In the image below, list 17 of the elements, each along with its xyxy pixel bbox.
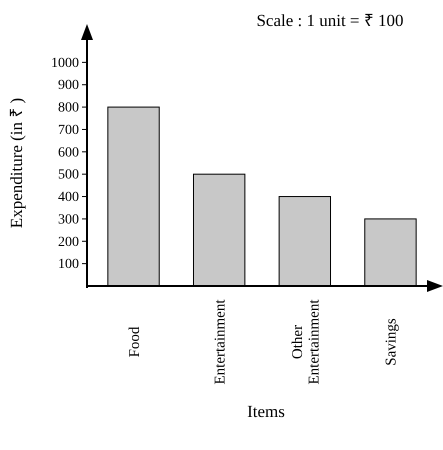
x-tick-label: Food — [126, 326, 143, 358]
y-tick-label: 300 — [58, 212, 79, 228]
y-tick-label: 900 — [58, 78, 79, 94]
x-tick-label: Entertainment — [212, 298, 228, 384]
y-tick-label: 400 — [58, 190, 79, 206]
y-tick-label: 500 — [58, 168, 79, 183]
x-tick-label: Other Entertainment — [290, 298, 322, 384]
y-tick-label: 600 — [58, 145, 79, 160]
y-tick-label: 100 — [58, 257, 79, 272]
y-tick-label: 1000 — [51, 56, 79, 71]
y-tick-label: 200 — [58, 234, 79, 250]
x-tick-label: Savings — [384, 318, 400, 366]
y-tick-label: 700 — [58, 122, 79, 138]
text: Scale : 1 unit = ₹ 100 — [256, 11, 404, 30]
y-tick-label: 800 — [58, 100, 79, 116]
y-axis-title: Expenditure (in ₹ ) — [7, 98, 26, 228]
x-axis-title: Items — [247, 402, 285, 421]
